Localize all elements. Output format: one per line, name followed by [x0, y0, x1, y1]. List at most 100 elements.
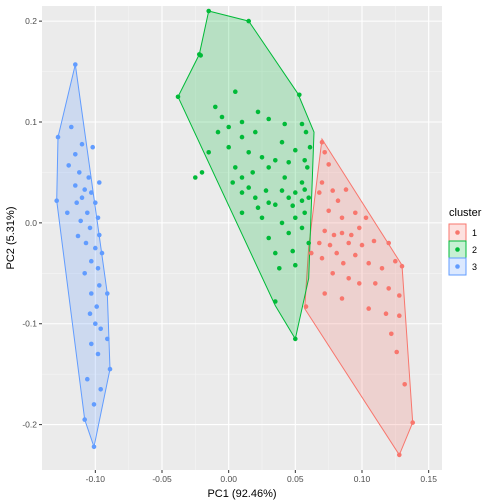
legend-label-3: 3	[472, 262, 477, 272]
cluster-2-point	[299, 121, 305, 127]
cluster-1-point	[326, 162, 332, 167]
cluster-1-point	[402, 382, 408, 387]
cluster-2-point	[273, 202, 278, 207]
cluster-3-point	[87, 225, 93, 231]
legend-title: cluster	[449, 207, 482, 219]
x-axis-ticks: -0.10 -0.05 0.00 0.05 0.10 0.15	[86, 470, 437, 484]
cluster-1-point	[386, 286, 392, 291]
cluster-2-point	[302, 187, 308, 192]
cluster-1-point	[319, 180, 325, 185]
legend: cluster 1 2 3	[448, 207, 482, 276]
cluster-2-point	[306, 240, 312, 246]
legend-label-1: 1	[472, 228, 477, 238]
cluster-2-point	[305, 165, 310, 170]
cluster-1-point	[330, 271, 336, 276]
cluster-3-point	[107, 366, 113, 372]
cluster-1-point	[334, 250, 340, 256]
cluster-3-point	[97, 283, 102, 288]
cluster-2-point	[206, 150, 211, 155]
cluster-1-point	[386, 240, 392, 246]
cluster-2-point	[239, 119, 245, 125]
cluster-1-point	[326, 208, 332, 214]
cluster-1-point	[331, 232, 337, 238]
cluster-3-point	[66, 163, 71, 168]
cluster-1-point	[366, 306, 372, 311]
cluster-3-point	[89, 258, 94, 264]
x-tick-label: -0.05	[152, 474, 172, 484]
cluster-3-point	[95, 266, 101, 271]
cluster-2-point	[273, 158, 278, 163]
cluster-2-point	[233, 165, 238, 170]
cluster-2-point	[198, 53, 203, 58]
cluster-2-point	[246, 18, 251, 24]
cluster-2-point	[255, 109, 261, 115]
cluster-2-point	[277, 266, 282, 271]
cluster-3-point	[93, 200, 98, 205]
cluster-1-point	[341, 260, 346, 266]
cluster-3-point	[73, 152, 78, 157]
cluster-2-hull	[177, 10, 315, 341]
cluster-2-point	[175, 94, 181, 100]
cluster-1-point	[339, 230, 345, 236]
cluster-3-point	[93, 245, 98, 251]
cluster-2-point	[302, 210, 308, 216]
cluster-3-point	[95, 215, 101, 221]
x-tick-label: 0.10	[354, 474, 371, 484]
cluster-3-point	[94, 304, 99, 309]
cluster-2-point	[199, 170, 205, 175]
cluster-1-point	[322, 228, 328, 234]
cluster-2-point	[290, 203, 296, 208]
cluster-2-point	[219, 114, 225, 120]
y-tick-label: 0.0	[25, 218, 37, 228]
data-points	[54, 8, 416, 458]
cluster-2-point	[306, 195, 312, 200]
cluster-3-point	[79, 195, 85, 200]
cluster-1-point	[399, 263, 405, 269]
cluster-1-point	[394, 349, 400, 355]
cluster-1-point	[366, 260, 372, 266]
cluster-3-point	[83, 240, 89, 246]
cluster-2-point	[286, 160, 292, 165]
cluster-2-point	[286, 230, 292, 236]
cluster-1-point	[330, 188, 336, 193]
y-tick-label: -0.2	[22, 420, 37, 430]
cluster-2-point	[266, 200, 272, 205]
cluster-1-point	[322, 150, 328, 155]
cluster-2-point	[297, 92, 302, 98]
cluster-1-point	[389, 331, 394, 337]
cluster-3-point	[91, 402, 97, 407]
cluster-2-point	[253, 195, 258, 200]
cluster-3-point	[90, 144, 95, 150]
cluster-1-point	[319, 255, 325, 261]
cluster-3-point	[73, 183, 78, 188]
cluster-2-point	[206, 8, 211, 14]
cluster-1-point	[363, 215, 369, 221]
legend-label-2: 2	[472, 245, 477, 255]
y-axis-title: PC2 (5.31%)	[5, 207, 17, 270]
cluster-3-point	[77, 170, 82, 175]
cluster-2-point	[239, 175, 245, 180]
cluster-1-point	[357, 225, 362, 231]
cluster-1-point	[379, 266, 385, 271]
cluster-3-point	[78, 218, 83, 224]
cluster-2-point	[266, 116, 272, 122]
cluster-2-point	[226, 124, 231, 130]
cluster-3-point	[82, 187, 87, 192]
cluster-2-point	[246, 185, 251, 190]
cluster-3-point	[98, 326, 103, 332]
cluster-1-point	[353, 210, 358, 216]
cluster-1-point	[309, 250, 314, 256]
x-tick-label: 0.00	[220, 474, 237, 484]
cluster-1-point	[397, 313, 402, 319]
cluster-1-point	[346, 276, 352, 281]
cluster-1-point	[357, 281, 362, 286]
cluster-2-point	[259, 155, 265, 160]
cluster-2-point	[303, 129, 309, 135]
x-tick-label: -0.10	[86, 474, 106, 484]
cluster-2-point	[239, 134, 245, 140]
cluster-3-point	[82, 417, 87, 422]
y-tick-label: 0.2	[25, 16, 37, 26]
cluster-3-point	[86, 175, 91, 180]
cluster-3-point	[91, 444, 97, 450]
legend-point-2	[455, 247, 460, 252]
